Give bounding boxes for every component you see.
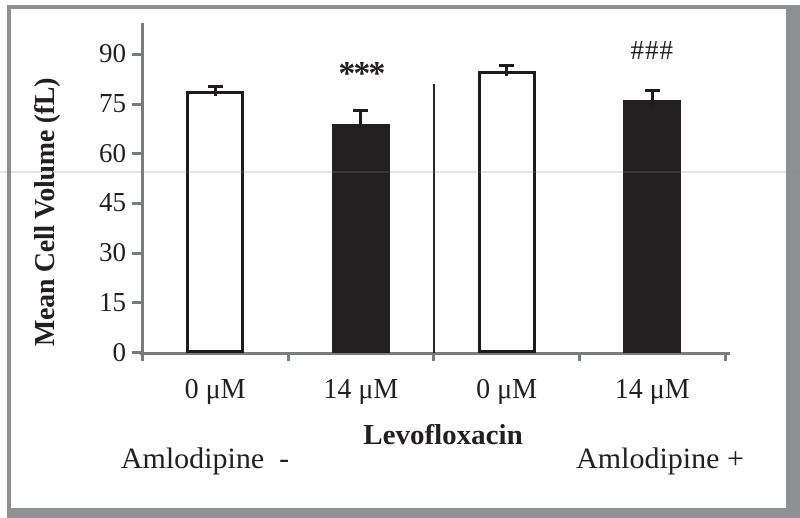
y-axis-tick (132, 301, 141, 305)
image-seam-artifact (0, 171, 800, 173)
y-tick-label: 45 (99, 187, 126, 218)
significance-hashes: ### (630, 35, 674, 65)
figure-canvas: Mean Cell Volume (fL) 0 15 30 45 60 75 90 0 μM 1… (0, 9, 800, 508)
x-axis-tick (286, 353, 290, 361)
x-axis-title: Levofloxacin (363, 419, 523, 451)
y-tick-label: 90 (99, 38, 126, 69)
panel-separator-line (432, 84, 436, 353)
error-bar-cap (353, 109, 369, 113)
y-axis-tick (132, 351, 141, 354)
bar-Amlodipine +-14 μM (623, 99, 682, 353)
bar-Amlodipine --14 μM (331, 123, 390, 353)
error-bar-whisker (213, 86, 217, 96)
error-bar-whisker (359, 110, 363, 129)
x-tick-label: 0 μM (184, 374, 246, 405)
group-label-amlodipine-minus: Amlodipine - (120, 442, 290, 475)
x-tick-label: 14 μM (614, 374, 690, 405)
x-axis-tick (140, 353, 144, 361)
y-axis-tick (132, 102, 141, 106)
y-tick-label: 0 (112, 336, 127, 367)
error-bar-cap (207, 84, 223, 88)
y-tick-label: 60 (99, 137, 126, 168)
group-label-amlodipine-plus: Amlodipine + (576, 442, 744, 475)
x-tick-label: 14 μM (323, 374, 399, 405)
significance-stars: *** (338, 55, 385, 92)
y-axis-tick (132, 251, 141, 255)
x-axis-tick (577, 353, 581, 361)
y-tick-label: 75 (99, 88, 126, 118)
error-bar-whisker (505, 65, 509, 76)
error-bar-cap (499, 63, 515, 67)
y-axis-tick (132, 201, 141, 205)
error-bar-whisker (650, 90, 654, 105)
x-tick-label: 0 μM (476, 374, 537, 405)
x-axis-tick (432, 353, 436, 361)
y-tick-label: 15 (99, 286, 126, 317)
x-axis-tick (723, 353, 727, 361)
error-bar-cap (644, 88, 660, 92)
y-axis-tick (132, 52, 141, 56)
y-axis-tick (132, 152, 141, 156)
bar-Amlodipine --0 μM (186, 90, 245, 353)
y-tick-label: 30 (99, 237, 126, 268)
bar-Amlodipine +-0 μM (477, 70, 536, 353)
y-axis-line (140, 23, 144, 355)
